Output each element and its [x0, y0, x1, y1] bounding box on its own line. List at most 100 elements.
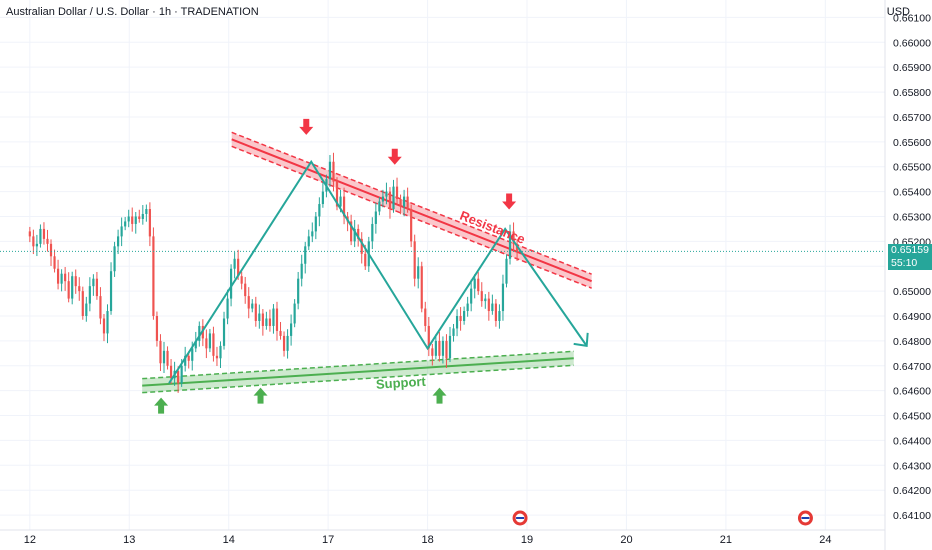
candle-body — [473, 278, 476, 289]
candle-body — [275, 308, 279, 331]
candle-body — [371, 223, 374, 242]
candle-body — [265, 318, 268, 326]
y-tick-label: 0.66100 — [893, 12, 931, 24]
candle-body — [194, 340, 197, 349]
candle-body — [67, 281, 70, 299]
candle-body — [508, 231, 512, 259]
candle-body — [95, 278, 99, 297]
candle-body — [395, 186, 399, 200]
y-tick-label: 0.64500 — [893, 411, 931, 423]
candle-body — [141, 213, 144, 219]
support-label: Support — [376, 374, 427, 392]
candle-body — [480, 291, 483, 302]
candle-body — [381, 196, 385, 202]
candle-body — [180, 365, 183, 384]
candle-body — [466, 303, 469, 312]
y-tick-label: 0.64100 — [893, 510, 931, 522]
y-tick-label: 0.64900 — [893, 311, 931, 323]
candle-body — [247, 296, 250, 309]
candle-body — [88, 286, 91, 304]
candle-body — [233, 258, 236, 269]
candle-body — [215, 355, 219, 359]
resistance-band-edge — [231, 131, 592, 275]
candle-body — [113, 246, 116, 272]
candle-body — [152, 236, 155, 317]
candle-body — [46, 238, 49, 244]
candle-body — [53, 256, 56, 269]
candle-body — [145, 209, 148, 214]
candle-body — [470, 288, 473, 304]
candle-body — [78, 286, 81, 292]
candle-body — [127, 216, 130, 222]
support-band-edge — [142, 350, 574, 380]
candle-body — [109, 271, 113, 312]
candle-body — [494, 303, 497, 321]
candle-body — [342, 196, 346, 217]
candle-body — [512, 231, 515, 244]
candle-body — [332, 161, 335, 182]
sell-arrow-icon — [502, 193, 517, 210]
candle-body — [74, 276, 77, 287]
y-tick-label: 0.64400 — [893, 435, 931, 447]
y-tick-label: 0.65000 — [893, 286, 931, 298]
candle-body — [237, 258, 240, 277]
candle-body — [388, 191, 392, 210]
y-tick-label: 0.64200 — [893, 485, 931, 497]
candle-body — [191, 348, 194, 361]
candle-body — [49, 243, 53, 257]
last-price-tag: 0.65159 55:10 — [888, 244, 932, 270]
candle-body — [438, 340, 441, 356]
x-tick-label: 17 — [322, 534, 334, 546]
candle-body — [448, 335, 452, 359]
candle-body — [131, 216, 134, 224]
candle-body — [240, 276, 243, 284]
candle-body — [406, 196, 409, 210]
pattern-arrowhead — [573, 332, 589, 348]
candle-body — [244, 283, 247, 297]
y-tick-label: 0.65700 — [893, 112, 931, 124]
candle-body — [300, 263, 303, 279]
candle-body — [258, 313, 261, 321]
x-tick-label: 12 — [24, 534, 36, 546]
candle-body — [282, 335, 286, 351]
candle-body — [187, 355, 190, 361]
candle-body — [420, 266, 423, 309]
candle-body — [374, 211, 377, 224]
candle-body — [459, 316, 462, 321]
x-tick-label: 13 — [123, 534, 135, 546]
candle-body — [353, 228, 356, 242]
candle-body — [102, 318, 106, 334]
y-tick-label: 0.65400 — [893, 187, 931, 199]
candle-body — [350, 221, 353, 242]
candle-body — [311, 231, 314, 237]
x-tick-label: 24 — [819, 534, 831, 546]
candle-body — [198, 325, 201, 341]
y-tick-label: 0.65800 — [893, 87, 931, 99]
y-tick-label: 0.65900 — [893, 62, 931, 74]
candle-body — [487, 298, 490, 312]
candle-body — [321, 191, 324, 205]
candle-body — [134, 216, 137, 224]
candle-body — [251, 303, 254, 309]
candle-body — [286, 335, 289, 351]
candle-body — [254, 303, 257, 321]
candle-body — [297, 278, 300, 304]
candle-body — [445, 340, 448, 359]
candle-body — [205, 338, 208, 349]
candle-body — [219, 345, 222, 359]
candle-body — [307, 236, 310, 247]
candle-body — [477, 278, 480, 292]
y-tick-label: 0.66000 — [893, 37, 931, 49]
y-tick-label: 0.65300 — [893, 211, 931, 223]
candle-body — [304, 246, 307, 264]
candle-body — [410, 209, 413, 242]
y-tick-label: 0.65500 — [893, 162, 931, 174]
candle-body — [268, 318, 272, 326]
candle-body — [35, 243, 38, 247]
candle-body — [498, 311, 501, 321]
candle-body — [261, 313, 264, 326]
x-tick-label: 14 — [223, 534, 235, 546]
